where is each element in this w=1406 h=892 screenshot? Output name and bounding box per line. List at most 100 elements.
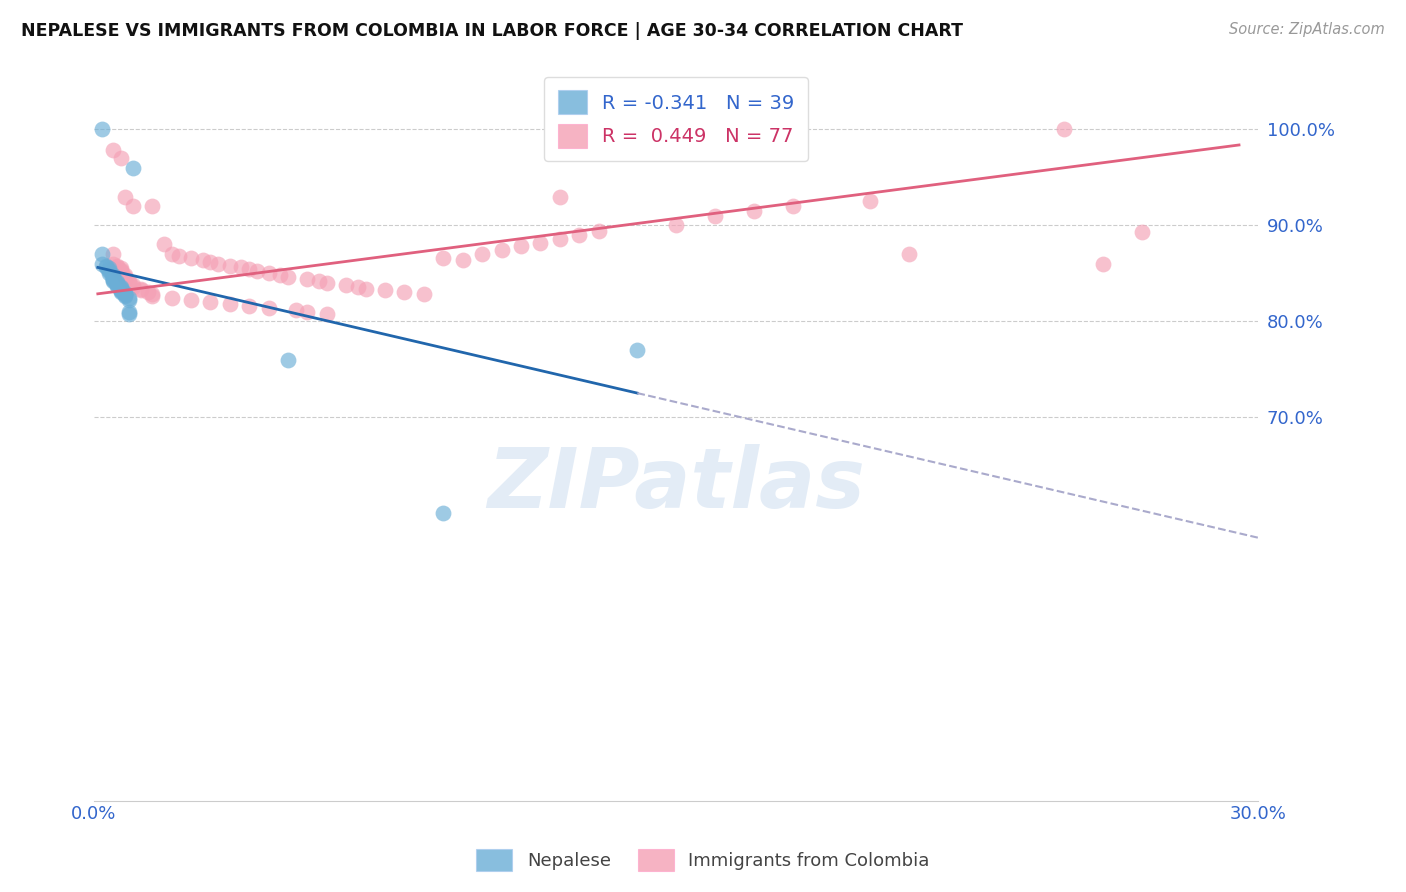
Point [308, 274, 330, 288]
Point [110, 279, 132, 293]
Point [218, 259, 240, 273]
Point [98, 264, 121, 278]
Point [160, 291, 183, 305]
Point [90, 247, 112, 261]
Point [105, 259, 128, 273]
Point [491, 244, 513, 258]
Point [105, 277, 128, 291]
Text: ZIPatlas: ZIPatlas [488, 443, 865, 524]
Point [103, 271, 125, 285]
Point [98, 261, 121, 276]
Point [548, 189, 571, 203]
Point [354, 282, 377, 296]
Point [284, 302, 307, 317]
Legend: Nepalese, Immigrants from Colombia: Nepalese, Immigrants from Colombia [470, 842, 936, 879]
Point [110, 282, 132, 296]
Point [110, 283, 132, 297]
Point [141, 287, 163, 301]
Point [129, 282, 152, 296]
Point [665, 219, 688, 233]
Point [114, 286, 136, 301]
Point [374, 284, 396, 298]
Point [110, 280, 132, 294]
Point [110, 264, 132, 278]
Point [152, 237, 174, 252]
Point [110, 266, 132, 280]
Point [90, 122, 112, 136]
Legend: R = -0.341   N = 39, R =  0.449   N = 77: R = -0.341 N = 39, R = 0.449 N = 77 [544, 77, 808, 161]
Point [121, 279, 143, 293]
Point [335, 277, 357, 292]
Point [432, 506, 454, 520]
Point [297, 304, 319, 318]
Point [1053, 122, 1076, 136]
Point [218, 297, 240, 311]
Point [238, 299, 260, 313]
Point [471, 247, 494, 261]
Point [1092, 257, 1115, 271]
Point [103, 273, 125, 287]
Point [121, 161, 143, 175]
Point [191, 252, 214, 267]
Point [103, 257, 125, 271]
Point [110, 151, 132, 165]
Point [626, 343, 648, 357]
Point [529, 235, 551, 250]
Point [412, 287, 434, 301]
Point [347, 279, 370, 293]
Point [1130, 225, 1153, 239]
Point [432, 251, 454, 265]
Point [118, 274, 141, 288]
Point [110, 285, 132, 299]
Point [121, 277, 143, 292]
Point [129, 284, 152, 298]
Point [103, 247, 125, 261]
Point [509, 239, 531, 253]
Point [118, 291, 141, 305]
Point [110, 261, 132, 276]
Point [169, 249, 191, 263]
Point [110, 265, 132, 279]
Point [200, 295, 222, 310]
Point [118, 306, 141, 320]
Point [118, 293, 141, 307]
Point [103, 144, 125, 158]
Point [898, 247, 921, 261]
Point [548, 232, 571, 246]
Point [118, 276, 141, 290]
Point [105, 260, 128, 275]
Point [394, 285, 416, 300]
Point [98, 266, 121, 280]
Point [114, 289, 136, 303]
Point [238, 262, 260, 277]
Point [94, 260, 117, 275]
Point [105, 278, 128, 293]
Text: Source: ZipAtlas.com: Source: ZipAtlas.com [1229, 22, 1385, 37]
Point [121, 199, 143, 213]
Point [180, 251, 202, 265]
Point [114, 189, 136, 203]
Point [568, 227, 591, 242]
Point [315, 276, 337, 290]
Point [114, 272, 136, 286]
Point [207, 257, 229, 271]
Point [297, 272, 319, 286]
Point [105, 263, 128, 277]
Point [277, 352, 299, 367]
Point [269, 268, 291, 282]
Point [105, 275, 128, 289]
Point [103, 270, 125, 285]
Text: NEPALESE VS IMMIGRANTS FROM COLOMBIA IN LABOR FORCE | AGE 30-34 CORRELATION CHAR: NEPALESE VS IMMIGRANTS FROM COLOMBIA IN … [21, 22, 963, 40]
Point [246, 264, 269, 278]
Point [90, 257, 112, 271]
Point [110, 284, 132, 298]
Point [114, 288, 136, 302]
Point [451, 252, 474, 267]
Point [315, 306, 337, 320]
Point [103, 268, 125, 282]
Point [231, 260, 253, 275]
Point [141, 289, 163, 303]
Point [588, 224, 610, 238]
Point [160, 247, 183, 261]
Point [110, 285, 132, 300]
